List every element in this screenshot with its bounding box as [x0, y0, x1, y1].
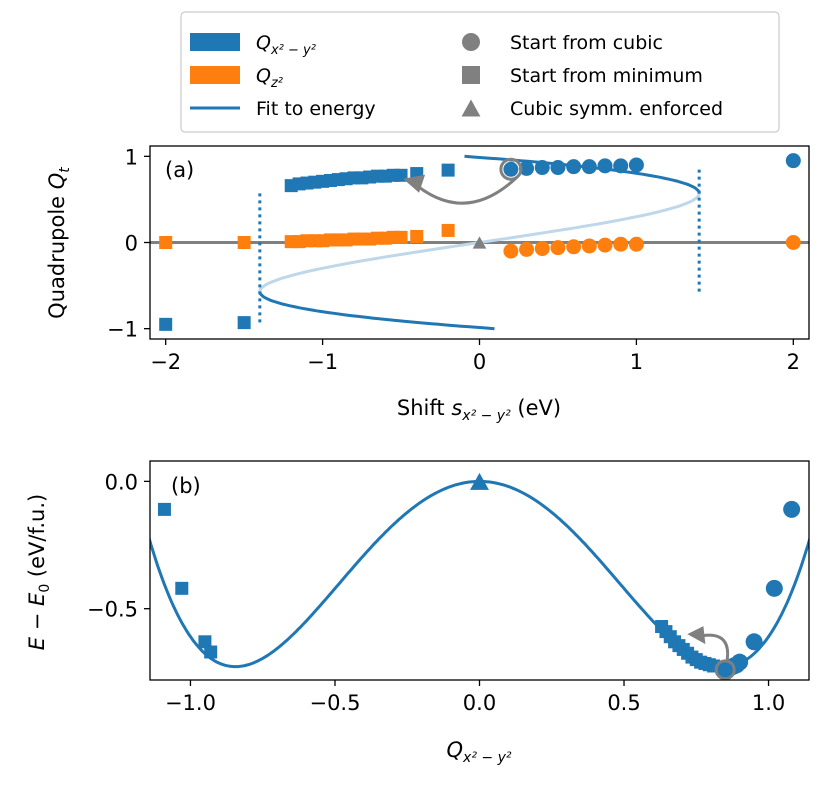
legend-patch — [190, 66, 240, 84]
legend-label-sub: z² — [270, 76, 283, 91]
data-point-circle — [534, 160, 550, 176]
legend-label: Cubic symm. enforced — [510, 98, 723, 120]
data-point-square — [237, 236, 251, 249]
x-tick-label: 1.0 — [752, 691, 785, 715]
data-point-square — [410, 229, 424, 243]
arrow-head — [403, 174, 426, 193]
data-point-circle — [503, 161, 519, 177]
data-point-circle — [566, 159, 582, 175]
data-point-circle — [613, 236, 629, 252]
legend-label: Qx² − y² — [256, 32, 316, 58]
data-point-circle — [534, 241, 550, 257]
legend-label: Qz² — [256, 65, 283, 91]
legend-entry: Fit to energy — [190, 98, 376, 120]
data-point-circle — [745, 633, 763, 651]
panel-b-ylabel: E − E0 (eV/f.u.) — [25, 494, 53, 650]
data-point-circle — [581, 159, 597, 175]
x-tick-label: −0.5 — [309, 691, 360, 715]
data-point-square — [237, 316, 251, 330]
panel-a: (a) −2 −1 0 1 2 −1 0 1 Shift sx² − y² (eV) Quad… — [45, 145, 810, 424]
data-point-circle — [628, 236, 644, 252]
highlight-ring — [499, 157, 523, 181]
data-point-square — [198, 635, 212, 649]
data-point-square — [159, 236, 173, 249]
x-tick-label: 2 — [787, 350, 800, 374]
data-point-square — [159, 317, 173, 331]
legend-entry: Qz² — [190, 65, 283, 91]
panel-a-label: (a) — [165, 158, 194, 182]
legend-patch — [190, 33, 240, 51]
legend-label-sub: x² − y² — [270, 43, 316, 58]
legend-label: Start from minimum — [510, 65, 703, 87]
legend-entry: Qx² − y² — [190, 32, 316, 58]
data-point-circle — [783, 500, 801, 518]
panel-b-frame — [149, 460, 810, 681]
data-point-square — [441, 223, 455, 237]
y-tick-label: 0.0 — [105, 470, 138, 494]
data-point-triangle — [472, 236, 487, 249]
panel-a-ylabel: Quadrupole Qt — [45, 167, 73, 319]
arrow-head — [687, 626, 706, 645]
panel-b-xlabel: Qx² − y² — [447, 738, 512, 766]
legend-label-var: Q — [256, 65, 271, 87]
data-point-circle — [765, 579, 783, 597]
data-point-circle — [785, 153, 801, 169]
legend-entry: Cubic symm. enforced — [461, 98, 723, 120]
y-tick-label: 1 — [125, 145, 138, 169]
legend-triangle-marker — [461, 99, 481, 117]
legend-label-var: Q — [256, 32, 271, 54]
upper-branch — [464, 154, 701, 194]
data-point-triangle — [470, 472, 489, 490]
x-tick-label: −1.0 — [165, 691, 216, 715]
data-point-square — [394, 230, 408, 244]
plot-area — [150, 472, 809, 680]
data-point-circle — [597, 158, 613, 174]
legend-label: Start from cubic — [510, 32, 663, 54]
data-point-circle — [581, 238, 597, 254]
arrow-shaft — [410, 176, 518, 205]
y-tick-label: −0.5 — [87, 598, 138, 622]
x-tick-label: 0 — [473, 350, 486, 374]
legend-label: Fit to energy — [256, 98, 376, 120]
data-point-circle — [613, 158, 629, 174]
data-point-circle — [519, 241, 535, 257]
panel-b: (b) −1.0 −0.5 0.0 0.5 1.0 0.0 −0.5 Qx² − y² E … — [25, 460, 810, 766]
x-tick-label: 0.5 — [607, 691, 640, 715]
data-point-square — [157, 502, 171, 516]
data-point-circle — [597, 237, 613, 253]
y-tick-label: −1 — [107, 318, 138, 342]
data-point-square — [441, 163, 455, 177]
data-point-circle — [550, 240, 566, 256]
highlight-ring — [714, 659, 736, 680]
lower-branch — [258, 291, 495, 331]
legend-square-marker — [462, 66, 480, 84]
data-point-circle — [628, 157, 644, 173]
data-point-circle — [519, 160, 535, 176]
legend-circle-marker — [462, 33, 480, 51]
legend-entry: Start from cubic — [462, 32, 663, 54]
data-point-circle — [503, 243, 519, 259]
legend-entry: Start from minimum — [462, 65, 703, 87]
x-tick-label: 0.0 — [463, 691, 496, 715]
data-point-circle — [785, 235, 801, 250]
x-tick-label: −1 — [307, 350, 338, 374]
energy-curve — [150, 479, 809, 669]
x-tick-label: 1 — [630, 350, 643, 374]
panel-a-xlabel: Shift sx² − y² (eV) — [397, 396, 561, 424]
data-point-circle — [566, 239, 582, 255]
y-tick-label: 0 — [125, 232, 138, 256]
data-point-circle — [550, 160, 566, 176]
panel-b-label: (b) — [171, 474, 201, 498]
x-tick-label: −2 — [150, 350, 181, 374]
data-point-square — [175, 581, 189, 595]
data-point-circle — [731, 653, 749, 671]
data-point-square — [204, 645, 218, 659]
